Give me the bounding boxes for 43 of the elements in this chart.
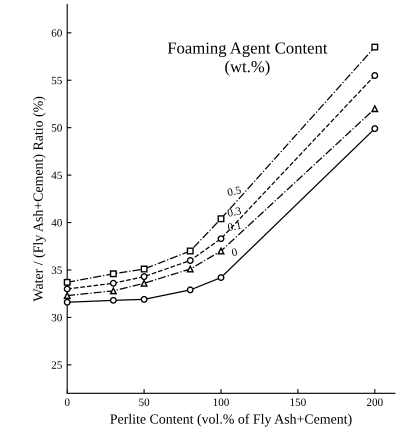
y-tick-label: 50 (52, 124, 62, 132)
x-tick-label: 150 (290, 398, 306, 406)
y-tick-label: 60 (52, 29, 62, 37)
x-tick-label: 50 (139, 398, 150, 406)
point (218, 248, 224, 254)
point (140, 280, 148, 287)
point (371, 44, 378, 51)
point (64, 298, 71, 306)
x-axis-title: Perlite Content (vol.% of Fly Ash+Cement) (110, 414, 352, 427)
point (110, 280, 117, 287)
text: 0.1 (227, 221, 242, 232)
text: 0 (231, 248, 238, 256)
point (186, 257, 194, 264)
text: 0.3 (227, 206, 242, 217)
point (186, 286, 194, 294)
text: 0.5 (226, 186, 242, 196)
point (218, 215, 224, 222)
y-tick-label: 30 (52, 314, 62, 322)
point (186, 248, 194, 254)
annotation: Foaming Agent Content (wt.%) (168, 42, 328, 76)
y-tick-label: 25 (52, 361, 62, 369)
point (371, 105, 378, 112)
point (64, 278, 71, 286)
y-tick-label: 45 (51, 172, 62, 180)
y-tick-label: 35 (52, 266, 62, 274)
point (186, 266, 194, 273)
point (218, 274, 224, 282)
x-tick-label: 0 (64, 398, 70, 406)
point (371, 72, 378, 79)
point (140, 296, 148, 303)
y-tick-label: 40 (51, 219, 62, 227)
point (371, 125, 378, 132)
point (140, 266, 148, 273)
point (218, 235, 224, 242)
x-tick-label: 200 (366, 398, 383, 406)
y-tick-label: 55 (52, 76, 62, 84)
y-axis-title: Water / (Fly Ash+Cement) Ratio (%) (33, 96, 46, 302)
point (110, 270, 117, 278)
point (110, 287, 117, 294)
x-tick-label: 100 (214, 398, 229, 406)
point (140, 273, 148, 280)
point (64, 285, 71, 292)
point (110, 296, 117, 304)
